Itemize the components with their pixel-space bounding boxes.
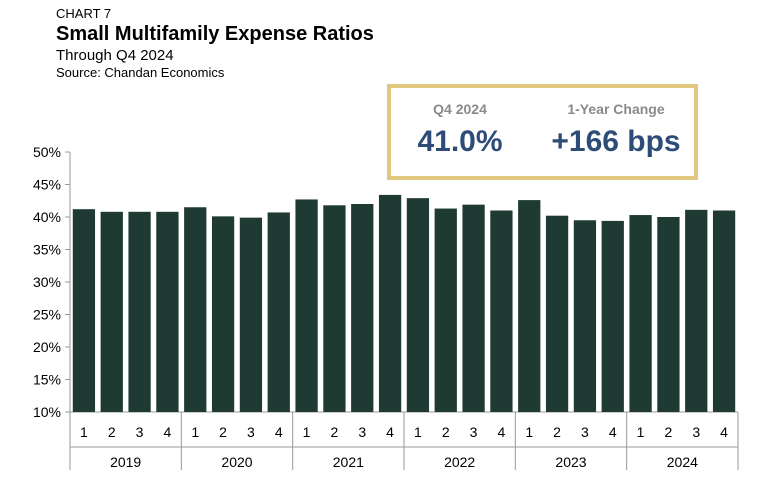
quarter-label: 4 xyxy=(720,424,728,440)
bar xyxy=(184,207,207,412)
quarter-label: 4 xyxy=(164,424,172,440)
y-tick-label: 35% xyxy=(33,242,61,258)
bar xyxy=(72,209,96,412)
year-label: 2023 xyxy=(555,454,586,470)
kpi-current: Q4 2024 41.0% xyxy=(399,100,521,160)
bar xyxy=(378,194,402,412)
kpi-change-value: +166 bps xyxy=(551,125,681,158)
bar xyxy=(601,220,624,412)
year-label: 2024 xyxy=(667,454,698,470)
year-label: 2022 xyxy=(444,454,475,470)
quarter-label: 2 xyxy=(219,424,227,440)
quarter-label: 3 xyxy=(470,424,478,440)
y-tick-label: 50% xyxy=(33,144,61,160)
bar xyxy=(685,209,708,412)
kpi-box: Q4 2024 41.0% 1-Year Change +166 bps xyxy=(387,84,698,180)
quarter-label: 1 xyxy=(80,424,88,440)
quarter-label: 1 xyxy=(525,424,533,440)
quarter-label: 1 xyxy=(191,424,199,440)
bar xyxy=(518,200,541,412)
bar xyxy=(267,212,290,412)
quarter-label: 4 xyxy=(609,424,617,440)
bar xyxy=(239,217,263,412)
chart-header: CHART 7 Small Multifamily Expense Ratios… xyxy=(56,6,374,81)
quarter-label: 3 xyxy=(692,424,700,440)
quarter-label: 3 xyxy=(247,424,255,440)
bar xyxy=(156,211,179,412)
bar xyxy=(462,204,485,412)
bar xyxy=(545,215,569,412)
chart-subtitle: Through Q4 2024 xyxy=(56,47,174,64)
bar xyxy=(295,199,318,412)
y-tick-label: 10% xyxy=(33,404,61,420)
chart-number: CHART 7 xyxy=(56,6,112,21)
year-label: 2020 xyxy=(221,454,252,470)
y-tick-label: 25% xyxy=(33,307,61,323)
chart-source: Source: Chandan Economics xyxy=(56,65,225,80)
year-label: 2021 xyxy=(333,454,364,470)
quarter-label: 2 xyxy=(331,424,339,440)
year-label: 2019 xyxy=(110,454,141,470)
y-tick-label: 30% xyxy=(33,274,61,290)
quarter-label: 2 xyxy=(108,424,116,440)
quarter-label: 4 xyxy=(498,424,506,440)
quarter-label: 3 xyxy=(136,424,144,440)
y-tick-label: 20% xyxy=(33,339,61,355)
bar xyxy=(128,211,151,412)
bar xyxy=(211,216,235,412)
bar xyxy=(100,211,123,412)
bar xyxy=(351,204,374,412)
bar xyxy=(712,210,736,412)
bar xyxy=(573,220,597,412)
bar xyxy=(657,217,680,412)
bar xyxy=(629,215,652,412)
quarter-label: 3 xyxy=(581,424,589,440)
quarter-label: 2 xyxy=(665,424,673,440)
quarter-label: 4 xyxy=(386,424,394,440)
chart-title: Small Multifamily Expense Ratios xyxy=(56,23,374,45)
y-tick-label: 45% xyxy=(33,177,61,193)
quarter-label: 2 xyxy=(442,424,450,440)
quarter-label: 1 xyxy=(637,424,645,440)
kpi-current-label: Q4 2024 xyxy=(433,101,487,117)
y-tick-label: 40% xyxy=(33,209,61,225)
kpi-change-label: 1-Year Change xyxy=(567,101,665,117)
kpi-current-value: 41.0% xyxy=(417,125,503,158)
bar xyxy=(434,208,457,412)
kpi-change: 1-Year Change +166 bps xyxy=(541,100,691,160)
quarter-label: 4 xyxy=(275,424,283,440)
bar xyxy=(406,198,430,412)
quarter-label: 1 xyxy=(414,424,422,440)
quarter-label: 2 xyxy=(553,424,561,440)
bar xyxy=(490,210,513,412)
y-tick-label: 15% xyxy=(33,372,61,388)
bar xyxy=(323,205,346,412)
quarter-label: 1 xyxy=(303,424,311,440)
quarter-label: 3 xyxy=(358,424,366,440)
